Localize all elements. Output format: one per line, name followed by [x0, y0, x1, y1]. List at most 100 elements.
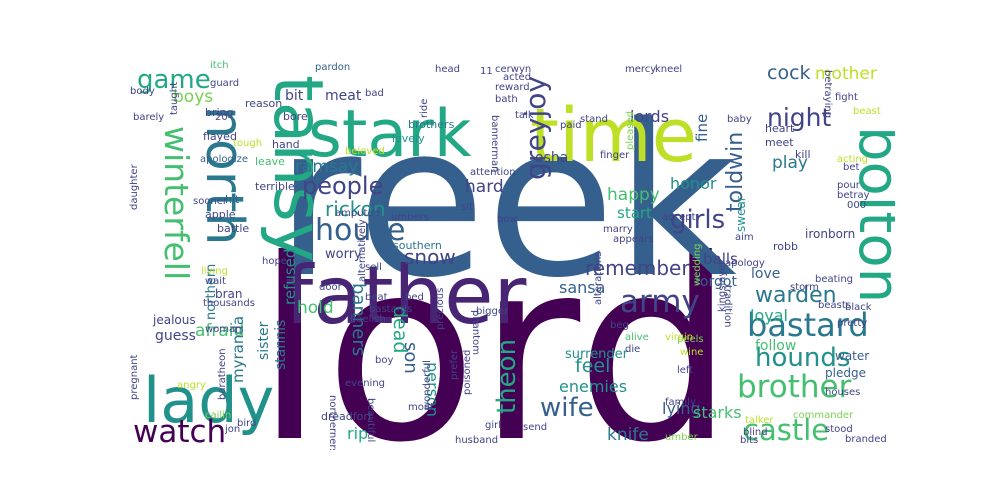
word-flayed: flayed: [203, 130, 237, 143]
word-black: black: [845, 302, 872, 313]
word-cloud-canvas: lord reek father time stark tansy north …: [129, 60, 895, 450]
word-marry: marry: [603, 224, 633, 235]
word-dead: dead: [389, 306, 411, 353]
word-hounds: hounds: [755, 343, 850, 373]
word-guard: guard: [210, 78, 239, 89]
word-peels: peels: [677, 334, 704, 345]
word-angry: angry: [177, 380, 206, 391]
word-betray: betray: [837, 190, 870, 201]
word-terrible: terrible: [255, 180, 295, 193]
word-starks: starks: [693, 403, 742, 422]
word-honor: honor: [670, 174, 717, 193]
word-stood: stood: [825, 424, 853, 435]
word-stand: stand: [580, 114, 608, 125]
word-bastards: bastards: [369, 304, 412, 315]
word-houses: houses: [825, 387, 860, 398]
word-army: army: [620, 284, 700, 320]
word-game: game: [137, 65, 211, 95]
word-loyal: loyal: [750, 306, 788, 325]
word-forgot: forgot: [695, 274, 737, 290]
word-northerners: northerners: [327, 395, 338, 450]
word-hard: hard: [465, 177, 504, 197]
word-pour: pour: [837, 180, 861, 191]
word-commander: commander: [793, 410, 854, 421]
word-aim: aim: [735, 232, 754, 243]
word-body: body: [130, 86, 155, 97]
word-paid: paid: [560, 120, 582, 131]
word-ramsay: ramsay: [295, 157, 358, 177]
word-meet: meet: [765, 136, 794, 149]
word-start: start: [617, 204, 652, 222]
word-sister: sister: [256, 321, 272, 360]
word-boys: boys: [173, 87, 213, 107]
word-bad: bad: [365, 88, 384, 99]
word-happy: happy: [607, 185, 660, 205]
word-leave: leave: [255, 155, 285, 168]
word-husband: husband: [455, 435, 498, 446]
word-remember: remember: [585, 256, 690, 280]
word-northern: northern: [204, 264, 219, 320]
word-brother: brother: [737, 369, 852, 405]
word-appears: appears: [613, 234, 653, 245]
word-brothers: brothers: [408, 118, 455, 131]
word-bannerman: bannerman: [489, 115, 500, 172]
word-moat: moat: [408, 402, 434, 413]
word-kill: kill: [795, 148, 811, 161]
word-000: 000: [847, 200, 866, 211]
word-alterations: alterations: [593, 251, 604, 305]
word-alive: alive: [625, 332, 649, 343]
word-kingslayer: kingslayer: [717, 260, 728, 312]
word-ride: ride: [419, 99, 430, 118]
word-11: 11: [480, 66, 493, 77]
word-hand: hand: [272, 138, 300, 151]
word-storm: storm: [790, 282, 819, 293]
word-girl: girl: [485, 420, 501, 431]
word-acted: acted: [503, 72, 531, 83]
word-bastard: bastard: [747, 306, 869, 344]
word-hit: hit: [225, 193, 240, 206]
word-beasts: beasts: [818, 300, 851, 311]
word-cerwyn: cerwyn: [495, 64, 531, 75]
word-winterfell: winterfell: [157, 126, 196, 280]
word-southern: southern: [393, 239, 442, 252]
word-north: north: [194, 106, 254, 246]
word-pretty: pretty: [837, 318, 867, 329]
word-accept: accept: [662, 212, 696, 223]
word-beating: beating: [815, 274, 853, 285]
word-die: die: [625, 344, 640, 355]
word-enemies: enemies: [559, 377, 627, 396]
word-mercy: mercy: [625, 64, 656, 75]
word-bet: bet: [843, 162, 860, 173]
word-heart: heart: [765, 122, 795, 135]
word-meat: meat: [325, 88, 362, 104]
word-warden: warden: [755, 283, 837, 308]
word-talker: talker: [745, 415, 774, 426]
word-bird: bird: [237, 418, 256, 429]
word-poisoned: poisoned: [462, 350, 473, 395]
word-mother: mother: [815, 64, 877, 84]
word-water: water: [835, 349, 869, 363]
word-prefer: prefer: [449, 349, 460, 380]
word-pledge: pledge: [825, 366, 866, 380]
word-sell: sell: [365, 262, 382, 273]
word-barely: barely: [133, 112, 164, 123]
word-tough: tough: [233, 138, 262, 149]
word-bran: bran: [215, 287, 243, 301]
word-boy: boy: [375, 355, 393, 366]
word-door: door: [319, 282, 343, 293]
word-refused: refused: [281, 249, 299, 305]
word-bits: bits: [740, 435, 758, 446]
word-bolton: bolton: [846, 126, 895, 303]
word-worry: worry: [325, 247, 362, 262]
word-woman: woman: [205, 324, 242, 335]
word-watch: watch: [133, 414, 226, 450]
word-wait: wait: [205, 276, 226, 287]
word-snow: snow: [404, 245, 456, 269]
word-bit: bit: [285, 88, 304, 104]
word-reason: reason: [245, 97, 282, 110]
word-attention: attention: [470, 167, 516, 178]
word-lords: lords: [630, 107, 669, 126]
word-kneel: kneel: [655, 64, 682, 75]
word-castle: castle: [743, 413, 829, 447]
word-swear: swear: [734, 196, 748, 232]
